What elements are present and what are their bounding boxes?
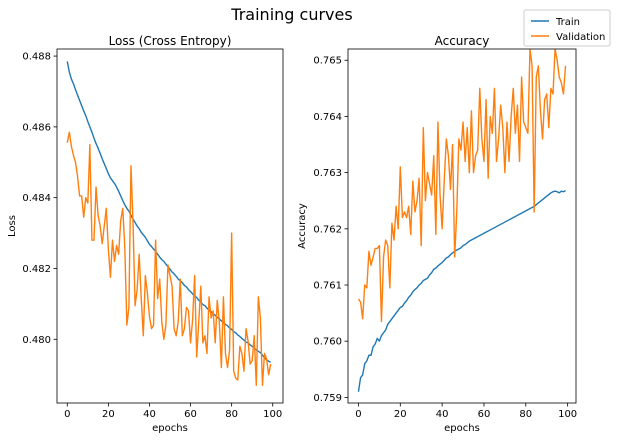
accuracy-series-validation-line (357, 49, 567, 323)
loss-chart-title: Loss (Cross Entropy) (109, 34, 232, 48)
loss-x-tick-label: 80 (225, 409, 238, 420)
loss-x-tick-label: 100 (263, 409, 282, 420)
accuracy-chart-panel: Accuracy epochs Accuracy 0 20 40 60 80 100 0.7… (297, 34, 577, 434)
loss-x-axis-label: epochs (152, 423, 188, 434)
loss-y-tick-label: 0.488 (22, 52, 51, 63)
loss-x-tick-label: 60 (184, 409, 197, 420)
accuracy-y-tick-label: 0.761 (313, 281, 342, 292)
accuracy-axes-frame (347, 48, 577, 404)
accuracy-chart-title: Accuracy (435, 34, 490, 48)
accuracy-x-axis-label: epochs (444, 423, 480, 434)
loss-x-tick-label: 0 (64, 409, 70, 420)
accuracy-x-tick-label: 0 (355, 409, 361, 420)
accuracy-y-tick-label: 0.762 (313, 224, 342, 235)
loss-series-validation-line (66, 131, 272, 386)
accuracy-series-train-line (357, 189, 566, 392)
accuracy-y-tick-label: 0.763 (313, 168, 342, 179)
loss-x-tick-label: 20 (102, 409, 115, 420)
figure-legend: Train Validation (523, 9, 611, 47)
accuracy-y-tick-label: 0.759 (313, 393, 342, 404)
legend-label-validation: Validation (556, 32, 605, 43)
loss-y-tick-label: 0.482 (22, 264, 51, 275)
loss-y-tick-label: 0.480 (22, 335, 51, 346)
loss-chart-marks: 0 20 40 60 80 100 0.480 0.482 0.484 0.486 0.488 (22, 48, 284, 420)
accuracy-y-tick-label: 0.764 (313, 112, 342, 123)
accuracy-x-tick-label: 20 (394, 409, 407, 420)
accuracy-x-tick-label: 100 (558, 409, 577, 420)
loss-y-tick-label: 0.486 (22, 122, 51, 133)
loss-y-tick-label: 0.484 (22, 193, 51, 204)
accuracy-x-tick-label: 60 (478, 409, 491, 420)
accuracy-y-tick-label: 0.760 (313, 337, 342, 348)
accuracy-y-tick-label: 0.765 (313, 56, 342, 67)
accuracy-y-axis-label: Accuracy (297, 203, 308, 249)
figure-title: Training curves (230, 5, 352, 24)
accuracy-x-tick-label: 40 (436, 409, 449, 420)
loss-chart-panel: Loss (Cross Entropy) epochs Loss 0 20 40 60… (7, 34, 284, 434)
loss-y-axis-label: Loss (7, 215, 18, 237)
legend-label-train: Train (555, 17, 580, 28)
accuracy-chart-marks: 0 20 40 60 80 100 0.759 0.760 0.761 0.762 0.763 0.7… (313, 48, 577, 420)
loss-x-tick-label: 40 (143, 409, 156, 420)
legend-box (523, 9, 611, 47)
loss-axes-frame (56, 48, 284, 404)
accuracy-x-tick-label: 80 (519, 409, 532, 420)
